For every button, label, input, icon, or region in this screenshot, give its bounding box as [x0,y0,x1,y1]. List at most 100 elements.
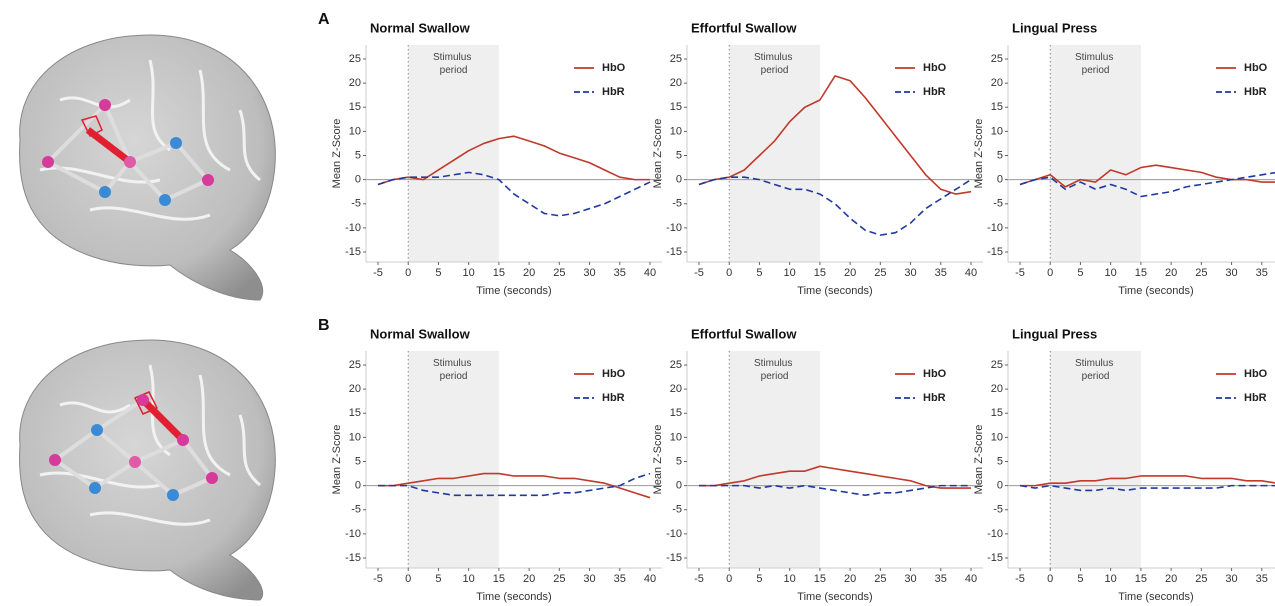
y-tick-label: 20 [349,383,361,395]
chart-panel: Stimulus period -15 -10 -5 0 5 10 15 20 25 -5 0 5 10 1… [973,20,1275,297]
y-tick-label: 15 [670,407,682,419]
x-tick-label: 15 [814,573,826,585]
y-tick-label: -15 [666,246,682,258]
y-tick-label: 25 [349,53,361,65]
y-tick-label: 0 [355,480,361,492]
stimulus-shade [1050,351,1141,568]
y-tick-label: 0 [676,480,682,492]
legend-label: HbR [923,86,946,98]
y-tick-label: 0 [355,174,361,186]
legend-label: HbO [1244,62,1268,74]
y-axis-label: Mean Z-Score [331,425,343,495]
x-tick-label: 15 [493,573,505,585]
y-tick-label: -5 [993,198,1003,210]
series-line [1019,164,1275,188]
x-axis-label: Time (seconds) [476,591,551,603]
x-tick-label: 15 [493,267,505,279]
y-tick-label: 25 [670,359,682,371]
x-tick-label: 35 [1256,267,1268,279]
x-tick-label: 30 [583,267,595,279]
x-tick-label: 30 [904,267,916,279]
y-tick-label: 15 [349,407,361,419]
x-tick-label: 10 [463,573,475,585]
x-tick-label: -5 [373,267,383,279]
chart-title: Normal Swallow [370,326,471,341]
x-tick-label: 35 [935,267,947,279]
annotation: Stimulus period [1075,52,1116,76]
y-tick-label: -10 [666,222,682,234]
y-tick-label: -10 [987,222,1003,234]
series-line [378,472,651,497]
x-tick-label: 40 [965,573,977,585]
legend-label: HbR [923,392,946,404]
chart-title: Lingual Press [1012,326,1097,341]
series-line [699,465,971,489]
brain-image-b [19,339,276,601]
x-tick-label: 30 [904,573,916,585]
x-tick-label: 35 [614,573,626,585]
chart-panel: Stimulus period -15 -10 -5 0 5 10 15 20 25 -5 0 5 10 1… [652,20,983,297]
y-tick-label: 10 [991,125,1003,137]
y-tick-label: -5 [351,504,361,516]
y-tick-label: 0 [997,480,1003,492]
x-tick-label: -5 [694,267,704,279]
x-tick-label: -5 [1015,267,1025,279]
legend-label: HbR [1244,86,1267,98]
x-tick-label: 40 [965,267,977,279]
y-tick-label: 5 [676,149,682,161]
x-axis-label: Time (seconds) [476,285,551,297]
annotation: Stimulus period [754,358,795,382]
y-tick-label: -15 [666,552,682,564]
stimulus-shade [729,351,820,568]
x-tick-label: -5 [694,573,704,585]
x-tick-label: 20 [844,573,856,585]
chart-title: Normal Swallow [370,20,471,35]
annotation: Stimulus period [1075,358,1116,382]
x-tick-label: 5 [1077,573,1083,585]
x-tick-label: 15 [1135,267,1147,279]
y-tick-label: -10 [666,528,682,540]
y-tick-label: 5 [997,149,1003,161]
x-tick-label: 20 [1165,573,1177,585]
x-tick-label: 5 [435,573,441,585]
legend-label: HbO [923,62,947,74]
y-tick-label: -5 [351,198,361,210]
legend-label: HbO [1244,368,1268,380]
legend-label: HbR [602,392,625,404]
y-tick-label: 5 [355,149,361,161]
chart-panel: Stimulus period -15 -10 -5 0 5 10 15 20 25 -5 0 5 10 1… [331,326,662,603]
x-tick-label: 5 [1077,267,1083,279]
series-line [378,472,651,499]
x-tick-label: 40 [644,573,656,585]
y-axis-label: Mean Z-Score [973,119,985,189]
series-line [1019,171,1275,198]
stimulus-shade [408,351,499,568]
y-tick-label: 15 [991,101,1003,113]
legend-label: HbR [602,86,625,98]
x-tick-label: 25 [874,573,886,585]
x-tick-label: 0 [1047,267,1053,279]
x-tick-label: 25 [1195,267,1207,279]
y-tick-label: -10 [345,222,361,234]
x-tick-label: 35 [935,573,947,585]
y-tick-label: 10 [670,431,682,443]
x-tick-label: 30 [583,573,595,585]
x-tick-label: -5 [373,573,383,585]
y-tick-label: 25 [991,53,1003,65]
x-axis-label: Time (seconds) [1118,285,1193,297]
x-tick-label: 10 [784,267,796,279]
x-tick-label: 25 [553,267,565,279]
series-line [699,484,971,497]
chart-panel: Stimulus period -15 -10 -5 0 5 10 15 20 25 -5 0 5 10 1… [652,326,983,603]
x-tick-label: 30 [1225,573,1237,585]
x-tick-label: 0 [405,267,411,279]
chart-title: Effortful Swallow [691,20,797,35]
y-tick-label: 10 [349,431,361,443]
y-tick-label: 25 [670,53,682,65]
y-tick-label: -15 [987,246,1003,258]
x-tick-label: 40 [644,267,656,279]
y-tick-label: -15 [987,552,1003,564]
y-tick-label: 10 [670,125,682,137]
y-tick-label: 20 [349,77,361,89]
series-line [1019,484,1275,492]
